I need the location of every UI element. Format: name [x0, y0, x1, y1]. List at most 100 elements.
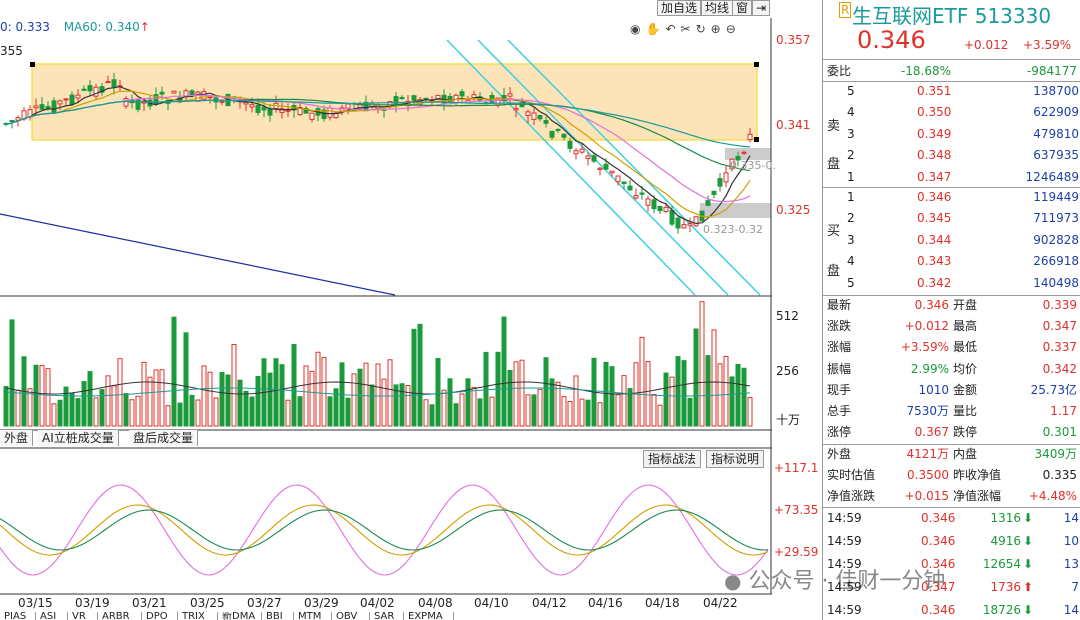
volume-bar — [153, 369, 159, 427]
zone-corner-tr — [754, 62, 759, 67]
candle-body — [123, 98, 129, 107]
buy-side-label: 买 盘 — [827, 212, 840, 292]
buy-level: 3 — [847, 232, 855, 247]
arrow-down-icon: ⬇ — [1022, 511, 1033, 525]
tab-outer[interactable]: 外盘 — [0, 430, 34, 446]
indicator-tab-vr[interactable]: VR — [68, 612, 98, 620]
volume-bar — [675, 356, 681, 427]
indicator-tab-expma[interactable]: EXPMA — [404, 612, 454, 620]
volume-bar — [663, 372, 669, 427]
stat-value: 0.342 — [1042, 361, 1077, 376]
stat-value: 0.347 — [1042, 319, 1077, 334]
stat-label: 涨跌 — [827, 319, 852, 334]
sell-volume: 622909 — [1033, 105, 1079, 120]
volume-bar — [51, 403, 57, 427]
price-axis-label: 0.341 — [776, 118, 810, 132]
volume-bar — [651, 393, 657, 427]
stat-value: 0.339 — [1042, 298, 1077, 312]
candle-body — [585, 155, 591, 160]
ma-button[interactable]: 均线 — [701, 0, 734, 16]
volume-bar — [687, 397, 693, 427]
sell-row: 1 0.347 1246489 — [823, 167, 1080, 188]
indicator-tab-dpo[interactable]: DPO — [142, 612, 178, 620]
buy-volume: 711973 — [1033, 211, 1079, 226]
volume-bar — [393, 384, 399, 427]
trend-line-blue — [0, 213, 396, 296]
candle-body — [219, 100, 225, 103]
sell-row: 4 0.350 622909 — [823, 102, 1080, 123]
indicator-tab-bbi[interactable]: BBI — [262, 612, 294, 620]
scissors-icon[interactable]: ✂ — [680, 22, 696, 36]
stat-label: 振幅 — [827, 361, 852, 376]
candle-body — [627, 185, 633, 191]
stat-value: +4.48% — [1028, 489, 1077, 504]
stat-value: 2.99% — [910, 361, 949, 376]
candle-body — [321, 109, 327, 120]
volume-bar — [465, 378, 471, 427]
zoom-out-icon[interactable]: ⊖ — [725, 22, 741, 36]
candle-body — [63, 98, 69, 101]
candle-body — [309, 112, 315, 120]
zone-corner-br — [754, 137, 759, 142]
indicator-tab-obv[interactable]: OBV — [332, 612, 370, 620]
tick-volume: 1736 — [990, 580, 1021, 594]
volume-bar — [309, 370, 315, 427]
volume-bar — [375, 363, 381, 427]
volume-bar — [729, 376, 735, 427]
eye-icon[interactable]: ◉ — [630, 22, 646, 36]
window-button[interactable]: 窗 — [732, 0, 753, 16]
zoom-in-icon[interactable]: ⊕ — [710, 22, 726, 36]
refresh-icon[interactable]: ↻ — [695, 22, 711, 36]
hand-icon[interactable]: ✋ — [645, 22, 666, 36]
candle-body — [285, 109, 291, 112]
volume-bar — [147, 376, 153, 427]
volume-bar — [405, 385, 411, 427]
tick-row: 14:59 0.346 12654 ⬇ 13 — [823, 554, 1080, 575]
kline-chart-area[interactable]: 0: 0.333 MA60: 0.340↑ 355 加自选 均线 窗 ⇥ ◉✋↶… — [0, 0, 945, 620]
stat-value: +3.59% — [900, 340, 949, 355]
sell-side-label: 卖 盘 — [827, 108, 840, 184]
tab-ai-volume[interactable]: AI立桩成交量 — [38, 430, 119, 446]
volume-bar — [87, 371, 93, 427]
sell-row: 5 0.351 138700 — [823, 81, 1080, 102]
channel-line-1 — [446, 39, 696, 296]
stat-label: 内盘 — [953, 447, 978, 461]
indicator-help-button[interactable]: 指标说明 — [706, 450, 765, 468]
candle-body — [723, 172, 729, 183]
indicator-tab-pias[interactable]: PIAS — [0, 612, 36, 620]
volume-bar — [705, 355, 711, 427]
ma-line — [5, 94, 751, 203]
candle-body — [615, 175, 621, 183]
volume-bar — [747, 396, 753, 427]
candle-body — [657, 206, 663, 212]
indicator-tab-asi[interactable]: ASI — [36, 612, 68, 620]
volume-bar — [117, 358, 123, 427]
arrow-down-icon: ⬇ — [1022, 557, 1033, 571]
expand-icon[interactable]: ⇥ — [752, 0, 770, 16]
candle-body — [669, 209, 675, 225]
undo-icon[interactable]: ↶ — [665, 22, 681, 36]
tab-afterhours-volume[interactable]: 盘后成交量 — [129, 430, 199, 446]
buy-volume: 119449 — [1033, 190, 1079, 204]
volume-bar — [183, 332, 189, 427]
indicator-tab-mtm[interactable]: MTM — [294, 612, 332, 620]
indicator-tab-arbr[interactable]: ARBR — [98, 612, 142, 620]
stat-label: 涨幅 — [827, 340, 852, 355]
indicator-tab-trix[interactable]: TRIX — [178, 612, 218, 620]
volume-bar — [657, 404, 663, 427]
indicator-strategy-button[interactable]: 指标战法 — [643, 450, 702, 468]
add-watchlist-button[interactable]: 加自选 — [657, 0, 702, 16]
candle-body — [261, 106, 267, 111]
tick-price: 0.346 — [921, 557, 956, 571]
stat-value: 0.3500 — [907, 468, 949, 483]
tick-volume: 18726 — [982, 603, 1021, 617]
stat-label: 总手 — [827, 404, 852, 418]
indicator-axis-label: +29.59 — [774, 545, 818, 559]
volume-bar — [411, 328, 417, 427]
indicator-tab-sar[interactable]: SAR — [370, 612, 404, 620]
volume-bar — [597, 402, 603, 427]
indicator-tab-新dma[interactable]: 新DMA — [218, 612, 262, 620]
volume-bar — [45, 368, 51, 427]
volume-bar — [189, 394, 195, 427]
volume-bar — [507, 369, 513, 427]
